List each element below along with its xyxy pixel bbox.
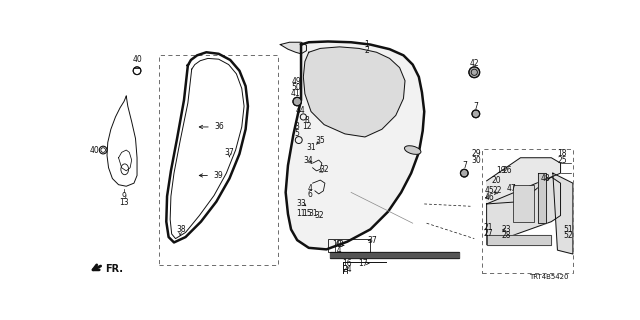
Text: 40: 40 [90, 146, 100, 155]
Text: 14: 14 [332, 246, 342, 255]
Text: 19: 19 [497, 166, 506, 175]
Text: 49: 49 [292, 77, 301, 86]
Bar [482, 148, 573, 273]
Text: 25: 25 [557, 156, 567, 164]
Text: 51: 51 [563, 225, 573, 234]
Text: 16: 16 [342, 259, 352, 268]
Text: 36: 36 [214, 123, 224, 132]
Text: 38: 38 [177, 225, 186, 234]
Circle shape [460, 169, 468, 177]
Text: 22: 22 [493, 186, 502, 195]
Text: 42: 42 [470, 59, 479, 68]
Text: FR.: FR. [105, 264, 123, 274]
Text: 37: 37 [368, 236, 378, 244]
Text: 20: 20 [491, 176, 500, 185]
Text: 43: 43 [335, 240, 344, 249]
Text: 27: 27 [483, 229, 493, 238]
Polygon shape [486, 158, 561, 204]
Text: 21: 21 [483, 222, 493, 232]
Text: 10: 10 [332, 240, 342, 249]
Text: 9: 9 [122, 192, 126, 201]
Polygon shape [486, 177, 561, 245]
Bar [159, 55, 278, 265]
Text: 13: 13 [119, 198, 129, 207]
Text: 46: 46 [485, 193, 495, 202]
Text: 2: 2 [364, 46, 369, 55]
Text: 28: 28 [502, 231, 511, 240]
Text: 31: 31 [307, 143, 316, 152]
Text: 33: 33 [296, 199, 306, 208]
Text: 1: 1 [364, 40, 369, 49]
Text: 8: 8 [305, 116, 310, 125]
Ellipse shape [404, 146, 421, 154]
Text: 32: 32 [319, 165, 329, 174]
Polygon shape [285, 42, 424, 249]
Bar [513, 185, 534, 222]
Text: TRT4B5420: TRT4B5420 [529, 274, 568, 280]
Text: 15: 15 [302, 210, 312, 219]
Text: 48: 48 [541, 174, 551, 183]
Text: 24: 24 [342, 265, 352, 274]
Text: 26: 26 [502, 166, 512, 175]
Text: 17: 17 [358, 259, 367, 268]
Text: 47: 47 [506, 184, 516, 193]
Text: 5: 5 [295, 129, 300, 138]
Text: 3: 3 [295, 123, 300, 132]
Text: 18: 18 [557, 149, 567, 158]
Text: 7: 7 [462, 161, 467, 170]
Text: 32: 32 [314, 211, 324, 220]
Polygon shape [486, 235, 551, 245]
Text: 50: 50 [292, 83, 301, 92]
Polygon shape [280, 42, 307, 54]
Text: 41: 41 [291, 89, 300, 98]
Polygon shape [553, 173, 573, 254]
Circle shape [469, 67, 480, 78]
Text: 34: 34 [304, 156, 314, 164]
Text: 4: 4 [308, 184, 313, 193]
Text: 45: 45 [485, 186, 495, 195]
Text: 23: 23 [502, 225, 511, 234]
Polygon shape [330, 252, 459, 258]
Text: 52: 52 [563, 231, 573, 240]
Polygon shape [538, 173, 546, 223]
Text: 39: 39 [213, 171, 223, 180]
Text: 37: 37 [225, 148, 234, 157]
Bar [328, 239, 371, 252]
Text: 6: 6 [308, 190, 313, 199]
Text: 40: 40 [132, 55, 142, 64]
Text: 35: 35 [316, 136, 325, 145]
Text: 11: 11 [296, 210, 306, 219]
Circle shape [293, 97, 301, 106]
Text: 7: 7 [474, 102, 478, 111]
Polygon shape [303, 47, 405, 137]
Text: 29: 29 [471, 149, 481, 158]
Text: 31: 31 [308, 210, 318, 219]
Text: 12: 12 [303, 123, 312, 132]
Circle shape [472, 110, 480, 118]
Text: 44: 44 [296, 106, 305, 115]
Text: 30: 30 [471, 156, 481, 164]
